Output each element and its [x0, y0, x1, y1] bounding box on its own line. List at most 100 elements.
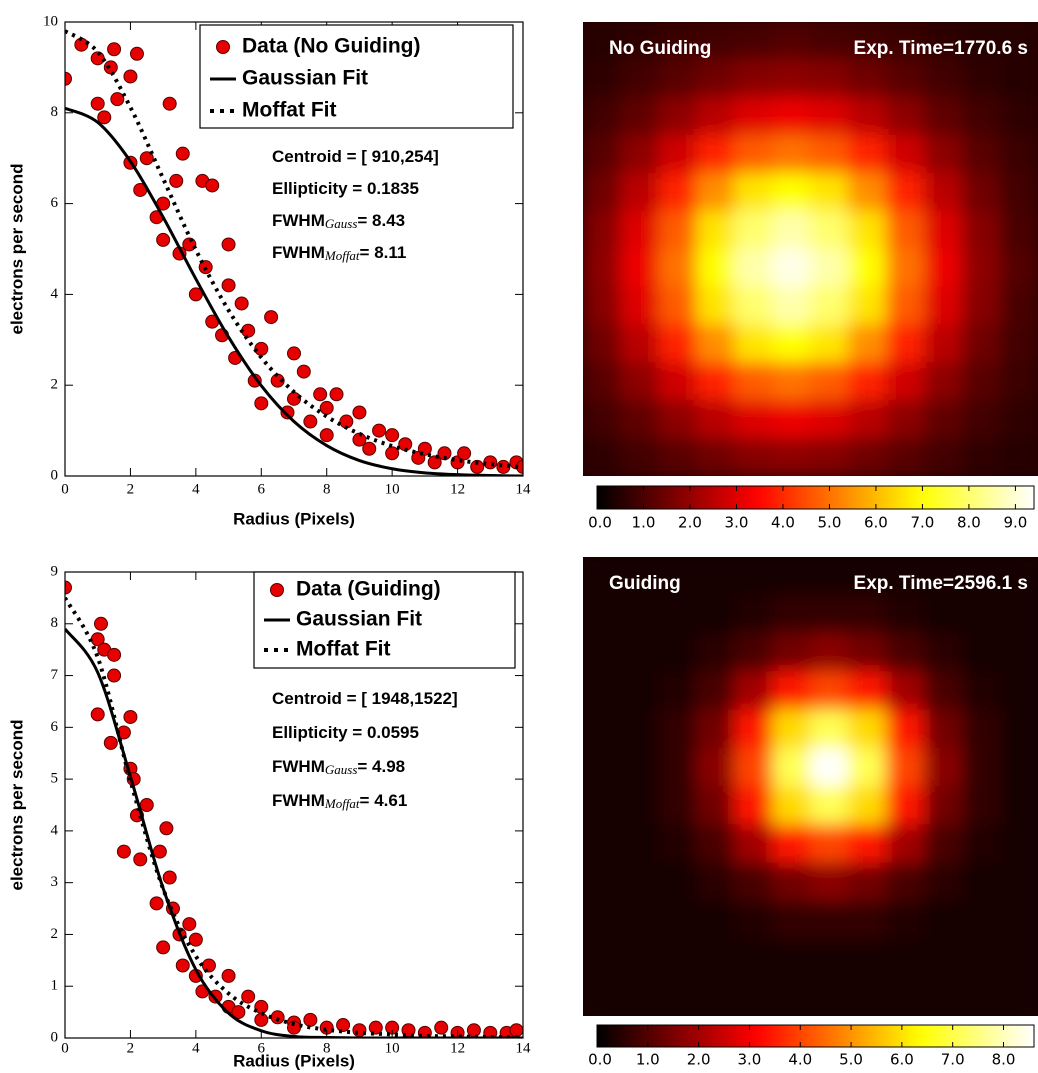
annotation-value: = 8.11	[360, 243, 407, 262]
annotation-subscript: Gauss	[325, 216, 358, 231]
annotation-value: = 4.98	[357, 757, 405, 776]
image-cell	[734, 324, 774, 363]
data-point	[182, 917, 197, 932]
image-label: No Guiding	[609, 38, 711, 59]
image-cell	[658, 557, 698, 596]
image-cell	[620, 939, 660, 979]
legend-box	[199, 24, 514, 129]
image-cell	[999, 671, 1038, 711]
data-point	[65, 71, 72, 86]
image-cell	[885, 172, 925, 212]
image-cell	[734, 824, 774, 864]
x-tick-label: 12	[450, 1040, 465, 1056]
image-cell	[620, 747, 660, 787]
image-cell	[772, 22, 811, 61]
image-cell	[923, 172, 963, 212]
image-cell	[620, 557, 660, 596]
image-cell	[734, 747, 774, 787]
data-point	[159, 821, 174, 836]
image-cell	[583, 248, 622, 288]
image-cell	[847, 824, 887, 864]
image-cell	[620, 900, 660, 940]
data-point	[303, 414, 318, 429]
image-cell	[999, 59, 1038, 99]
image-cell	[658, 824, 698, 864]
data-point	[221, 237, 236, 252]
image-cell	[583, 862, 622, 902]
image-cell	[620, 977, 660, 1016]
data-point	[139, 151, 154, 166]
image-cell	[696, 862, 736, 902]
image-cell	[961, 747, 1001, 787]
y-tick-label: 8	[51, 104, 59, 120]
image-cell	[696, 594, 736, 634]
image-cell	[923, 671, 963, 711]
annotation-text: FWHM	[272, 243, 325, 262]
image-cell	[923, 97, 963, 136]
image-cell	[583, 210, 622, 250]
image-cell	[999, 977, 1038, 1016]
image-cell	[658, 286, 698, 326]
image-cell	[696, 786, 736, 826]
annotation-value: = 4.61	[360, 791, 408, 810]
image-cell	[810, 862, 849, 902]
y-tick-label: 7	[51, 667, 59, 683]
image-cell	[961, 362, 1001, 401]
image-cell	[999, 97, 1038, 136]
legend-label: Gaussian Fit	[242, 67, 368, 90]
y-tick-label: 8	[51, 615, 59, 631]
image-cell	[696, 824, 736, 864]
image-cell	[772, 709, 811, 749]
image-cell	[734, 557, 774, 596]
image-cell	[885, 97, 925, 136]
image-cell	[923, 862, 963, 902]
image-cell	[734, 939, 774, 979]
image-cell	[696, 900, 736, 940]
annotation-text: Ellipticity = 0.1835	[272, 179, 419, 198]
image-cell	[658, 747, 698, 787]
x-tick-label: 10	[385, 1040, 400, 1056]
image-cell	[696, 324, 736, 363]
y-tick-label: 2	[51, 926, 59, 942]
image-cell	[885, 399, 925, 439]
data-point	[231, 1005, 246, 1020]
annotation-text: Centroid = [ 910,254]	[272, 147, 439, 166]
image-cell	[734, 786, 774, 826]
data-point	[133, 852, 148, 867]
image-cell	[772, 977, 811, 1016]
colorbar-tick-label: 5.0	[818, 514, 842, 532]
data-point	[156, 232, 171, 247]
image-cell	[923, 594, 963, 634]
image-cell	[885, 709, 925, 749]
image-cell	[961, 97, 1001, 136]
image-cell	[696, 557, 736, 596]
image-cell	[810, 248, 849, 288]
image-cell	[696, 97, 736, 136]
data-point	[107, 647, 122, 662]
image-cell	[999, 286, 1038, 326]
image-cell	[658, 786, 698, 826]
annotation: FWHMGauss= 4.98	[272, 757, 405, 777]
data-point	[287, 391, 301, 406]
y-tick-label: 0	[51, 1029, 59, 1045]
data-point	[175, 146, 190, 161]
image-cell	[734, 437, 774, 476]
image-cell	[961, 210, 1001, 250]
x-tick-label: 10	[385, 481, 400, 497]
image-cell	[696, 977, 736, 1016]
image-cell	[810, 977, 849, 1016]
fit-line	[65, 29, 523, 470]
image-cell	[583, 135, 622, 174]
image-cell	[620, 594, 660, 634]
image-cell	[658, 977, 698, 1016]
x-tick-label: 2	[127, 481, 135, 497]
image-cell	[772, 747, 811, 787]
image-cell	[658, 362, 698, 401]
image-cell	[961, 172, 1001, 212]
data-point	[254, 396, 269, 411]
data-point	[162, 96, 177, 111]
annotation: Ellipticity = 0.1835	[272, 179, 419, 198]
image-cell	[810, 324, 849, 363]
data-point	[123, 709, 138, 724]
